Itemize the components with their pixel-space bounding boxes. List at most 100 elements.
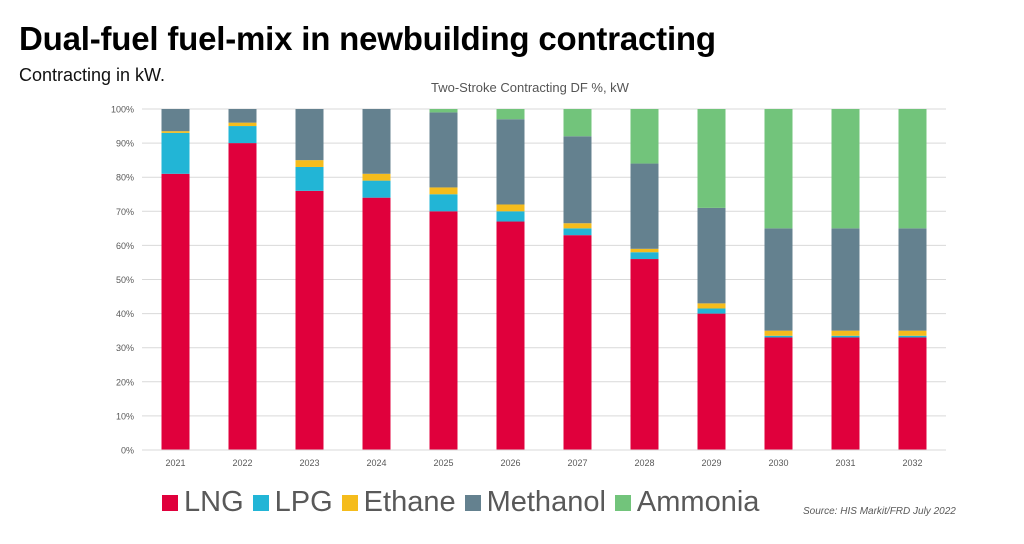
bar-segment-ethane-2029 [697, 303, 726, 309]
x-tick-label: 2026 [500, 458, 520, 468]
bar-segment-methanol-2023 [295, 109, 324, 161]
source-note: Source: HIS Markit/FRD July 2022 [803, 506, 956, 517]
y-tick-label: 80% [116, 173, 134, 183]
bar-segment-methanol-2021 [161, 109, 190, 132]
bar-segment-methanol-2025 [429, 112, 458, 188]
gridlines [142, 108, 946, 451]
x-tick-label: 2023 [299, 458, 319, 468]
bar-segment-lpg-2022 [228, 126, 257, 144]
legend-swatch [252, 494, 269, 511]
x-tick-label: 2029 [701, 458, 721, 468]
bar-segment-lpg-2029 [697, 308, 726, 314]
bar-segment-ammonia-2026 [496, 109, 525, 120]
bar-segment-methanol-2024 [362, 109, 391, 174]
legend-item-lng: LNG [162, 486, 244, 519]
bar-segment-lpg-2031 [831, 335, 860, 338]
bar-segment-ethane-2032 [898, 330, 927, 336]
legend-label: Methanol [486, 486, 606, 518]
bar-segment-ethane-2031 [831, 330, 860, 336]
x-tick-label: 2021 [165, 458, 185, 468]
bar-segment-methanol-2022 [228, 109, 257, 123]
legend-label: LPG [274, 486, 333, 518]
bar-segment-methanol-2027 [563, 136, 592, 224]
bar-stack-2025 [429, 109, 458, 450]
bar-segment-ammonia-2031 [831, 109, 860, 229]
bar-segment-lng-2023 [295, 190, 324, 450]
bar-segment-lng-2032 [898, 337, 927, 450]
bar-stack-2028 [630, 109, 659, 450]
bar-segment-lpg-2021 [161, 132, 190, 174]
y-tick-label: 60% [116, 241, 134, 251]
bar-segment-lng-2030 [764, 337, 793, 450]
bar-segment-lng-2029 [697, 313, 726, 450]
bar-segment-methanol-2028 [630, 163, 659, 249]
bar-segment-ethane-2022 [228, 122, 257, 127]
bar-segment-lng-2028 [630, 259, 659, 450]
x-tick-label: 2025 [433, 458, 453, 468]
x-tick-label: 2027 [567, 458, 587, 468]
x-tick-label: 2028 [634, 458, 654, 468]
bar-stack-2022 [228, 109, 257, 450]
y-tick-label: 100% [111, 105, 134, 115]
bar-segment-ammonia-2025 [429, 109, 458, 113]
bar-segment-lpg-2025 [429, 194, 458, 212]
bar-segment-ammonia-2027 [563, 109, 592, 137]
bar-stack-2024 [362, 109, 391, 450]
bar-segment-ammonia-2032 [898, 109, 927, 229]
x-axis-ticks: 2021 2022 2023 2024 2025 2026 2027 2028 2029 2030… [165, 458, 922, 468]
bar-segment-ammonia-2029 [697, 109, 726, 208]
bar-segment-methanol-2030 [764, 228, 793, 331]
bar-stack-2030 [764, 109, 793, 450]
bar-segment-lng-2021 [161, 173, 190, 451]
x-tick-label: 2030 [768, 458, 788, 468]
y-tick-label: 90% [116, 139, 134, 149]
legend-swatch [162, 494, 178, 511]
x-tick-label: 2032 [902, 458, 922, 468]
bar-segment-lng-2024 [362, 197, 391, 450]
bar-segment-lng-2025 [429, 211, 458, 450]
legend-label: Ethane [363, 486, 456, 518]
bar-segment-lng-2027 [563, 235, 592, 450]
bar-segment-lpg-2027 [563, 228, 592, 236]
legend-swatch [614, 494, 631, 511]
bar-segment-lpg-2028 [630, 252, 659, 260]
y-tick-label: 40% [116, 309, 134, 319]
y-tick-label: 10% [116, 411, 134, 421]
bar-segment-lpg-2023 [295, 166, 324, 191]
x-tick-label: 2031 [835, 458, 855, 468]
chart-title: Two-Stroke Contracting DF %, kW [431, 80, 629, 95]
bar-segment-methanol-2031 [831, 228, 860, 331]
legend-item-methanol: Methanol [464, 486, 606, 519]
bar-segment-ethane-2021 [161, 131, 190, 133]
y-tick-label: 50% [116, 275, 134, 285]
bar-segment-lng-2022 [228, 143, 257, 450]
legend-swatch [464, 494, 481, 511]
bar-segment-ethane-2027 [563, 223, 592, 229]
bar-segment-ammonia-2028 [630, 109, 659, 164]
bar-stack-2023 [295, 109, 324, 450]
y-axis-ticks: 0% 10% 20% 30% 40% 50% 60% 70% 80% 90% 100% [111, 105, 134, 456]
page-subtitle: Contracting in kW. [19, 65, 166, 85]
bars [161, 109, 927, 451]
legend-label: Ammonia [636, 486, 760, 518]
y-tick-label: 70% [116, 207, 134, 217]
bar-segment-ethane-2025 [429, 187, 458, 195]
x-tick-label: 2022 [232, 458, 252, 468]
legend-label: LNG [184, 486, 244, 518]
bar-segment-ethane-2026 [496, 204, 525, 212]
legend-item-ammonia: Ammonia [614, 486, 760, 519]
bar-segment-ethane-2023 [295, 160, 324, 167]
bar-segment-lng-2026 [496, 221, 525, 450]
bar-stack-2021 [161, 109, 190, 451]
bar-segment-ammonia-2030 [764, 109, 793, 229]
x-tick-label: 2024 [366, 458, 386, 468]
y-tick-label: 20% [116, 377, 134, 387]
bar-segment-methanol-2026 [496, 119, 525, 205]
legend-item-lpg: LPG [252, 486, 333, 519]
bar-segment-methanol-2029 [697, 207, 726, 304]
bar-segment-lng-2031 [831, 337, 860, 450]
legend-swatch [341, 494, 358, 511]
bar-stack-2029 [697, 109, 726, 450]
legend-item-ethane: Ethane [341, 486, 456, 519]
